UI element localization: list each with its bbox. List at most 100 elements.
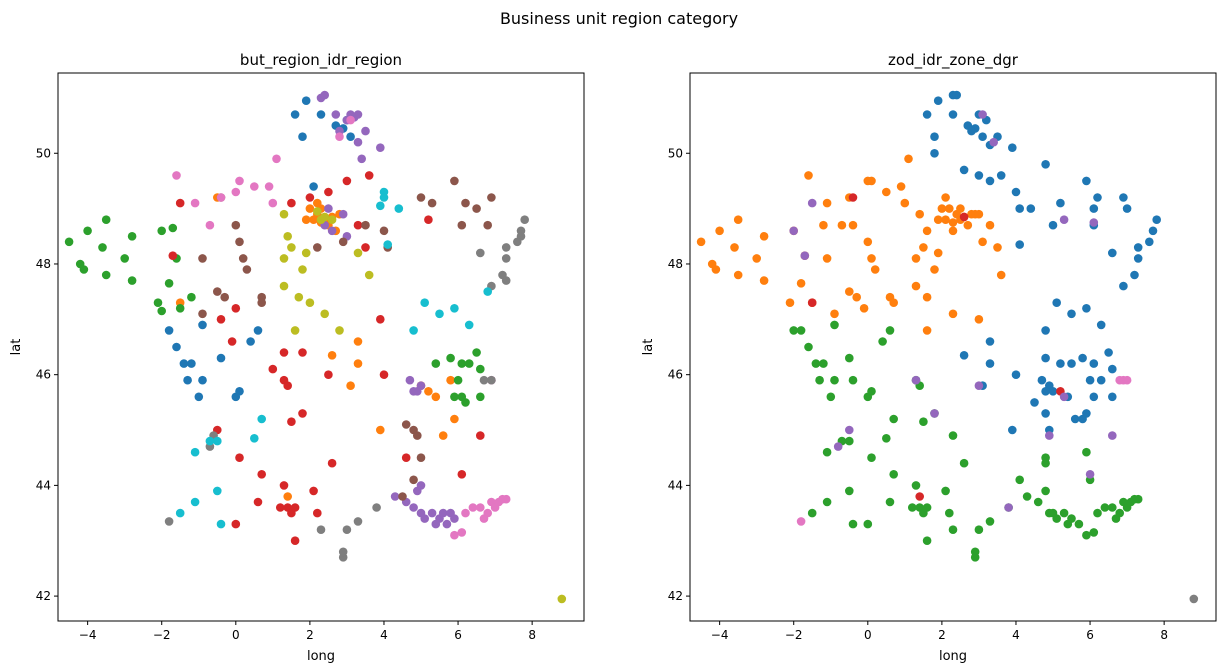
y-axis-label: lat xyxy=(641,339,656,356)
scatter-point xyxy=(305,204,315,213)
scatter-point xyxy=(283,381,293,391)
scatter-point xyxy=(353,517,363,526)
x-tick-label: 6 xyxy=(1086,628,1094,642)
scatter-point xyxy=(427,508,437,518)
scatter-point xyxy=(970,547,980,557)
scatter-point xyxy=(379,370,389,380)
scatter-point xyxy=(476,392,485,402)
scatter-point xyxy=(922,292,932,302)
scatter-point xyxy=(963,220,973,230)
scatter-point xyxy=(353,137,363,147)
scatter-point xyxy=(213,287,222,296)
scatter-point xyxy=(959,212,969,222)
scatter-point xyxy=(190,198,200,208)
scatter-point xyxy=(996,270,1006,280)
y-tick-label: 48 xyxy=(668,257,683,271)
scatter-point xyxy=(324,187,333,197)
scatter-point xyxy=(882,187,891,197)
scatter-point xyxy=(870,265,880,274)
scatter-point xyxy=(450,392,459,402)
scatter-point xyxy=(198,375,207,385)
scatter-point xyxy=(1115,375,1124,385)
scatter-point xyxy=(279,481,289,490)
scatter-point xyxy=(867,387,876,396)
scatter-point xyxy=(1045,431,1054,440)
scatter-point xyxy=(487,375,496,385)
scatter-point xyxy=(848,193,858,202)
scatter-point xyxy=(172,342,181,352)
scatter-point xyxy=(231,519,241,529)
scatter-point xyxy=(427,198,437,208)
scatter-point xyxy=(205,220,215,230)
scatter-point xyxy=(457,528,467,537)
scatter-point xyxy=(807,508,817,518)
scatter-point xyxy=(948,525,958,534)
scatter-point xyxy=(1108,503,1117,512)
scatter-point xyxy=(952,90,961,100)
scatter-point xyxy=(1059,508,1069,518)
scatter-point xyxy=(789,226,798,236)
scatter-point xyxy=(438,508,448,518)
scatter-point xyxy=(1189,594,1199,604)
scatter-point xyxy=(930,132,939,141)
scatter-point xyxy=(424,215,433,224)
scatter-point xyxy=(922,326,932,335)
scatter-point xyxy=(1015,204,1024,213)
scatter-point xyxy=(364,171,374,180)
scatter-point xyxy=(346,115,355,125)
scatter-point xyxy=(379,193,389,202)
scatter-point xyxy=(1067,309,1076,319)
scatter-point xyxy=(235,453,244,463)
y-tick-label: 42 xyxy=(668,589,683,603)
scatter-point xyxy=(1119,281,1128,291)
scatter-point xyxy=(922,503,932,512)
scatter-point xyxy=(253,326,263,335)
scatter-point xyxy=(978,132,987,141)
scatter-point xyxy=(848,220,858,230)
x-tick-label: 6 xyxy=(454,628,462,642)
scatter-point xyxy=(353,359,363,368)
scatter-point xyxy=(941,486,950,496)
scatter-point xyxy=(313,243,322,252)
scatter-point xyxy=(815,375,824,385)
y-tick-label: 44 xyxy=(668,478,683,492)
scatter-point xyxy=(213,436,222,446)
scatter-point xyxy=(959,165,969,175)
scatter-point xyxy=(1108,392,1117,402)
y-axis-label: lat xyxy=(9,339,24,356)
scatter-point xyxy=(889,470,898,479)
scatter-point xyxy=(1041,409,1050,418)
scatter-point xyxy=(501,243,511,252)
scatter-point xyxy=(101,215,111,224)
scatter-point xyxy=(878,337,887,346)
scatter-point xyxy=(889,414,898,424)
scatter-point xyxy=(379,226,389,236)
scatter-point xyxy=(420,298,430,308)
scatter-point xyxy=(1108,431,1117,440)
scatter-point xyxy=(461,398,470,407)
scatter-point xyxy=(175,508,185,518)
scatter-point xyxy=(376,143,385,152)
scatter-point xyxy=(1148,226,1158,236)
scatter-point xyxy=(409,475,418,485)
scatter-point xyxy=(974,171,984,180)
scatter-point xyxy=(1093,508,1102,518)
scatter-point xyxy=(833,442,843,451)
scatter-point xyxy=(1048,220,1058,230)
scatter-panel-2: zod_idr_zone_dgr−4 −2 0 2 4 6 84244464850longl… xyxy=(641,51,1217,664)
scatter-point xyxy=(431,392,441,402)
scatter-point xyxy=(479,514,489,523)
scatter-point xyxy=(845,425,854,435)
scatter-point xyxy=(996,171,1006,180)
scatter-point xyxy=(1130,270,1139,280)
x-tick-label: 0 xyxy=(232,628,240,642)
scatter-point xyxy=(301,96,311,105)
scatter-point xyxy=(1078,353,1087,363)
scatter-point xyxy=(268,364,278,374)
scatter-point xyxy=(272,154,281,164)
scatter-point xyxy=(1008,425,1017,435)
scatter-point xyxy=(948,431,958,440)
scatter-point xyxy=(416,453,426,463)
x-tick-label: 0 xyxy=(864,628,872,642)
scatter-point xyxy=(822,497,832,507)
